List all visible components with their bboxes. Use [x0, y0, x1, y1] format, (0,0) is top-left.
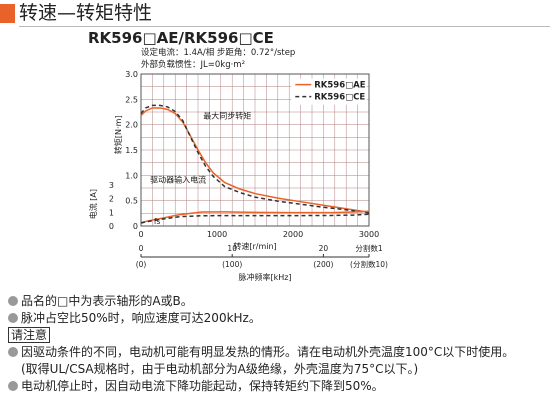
bullet-icon	[8, 381, 18, 391]
page-title: 转速—转矩特性	[19, 2, 153, 24]
bullet-icon	[8, 313, 18, 323]
x-tick-label: 3000	[359, 230, 379, 239]
secondary-tick-label: (100)	[222, 260, 242, 269]
x-tick-label: 2000	[283, 230, 303, 239]
y-tick-label: 0.5	[125, 197, 138, 206]
current-axis-label: 电流 [A]	[88, 189, 98, 219]
secondary-tick-label: 10	[227, 244, 237, 253]
y-tick-label: 2.0	[125, 121, 138, 130]
plot-frame	[140, 73, 370, 227]
header-divider	[19, 26, 550, 27]
condition-line-2: 外部负载惯性：JL=0kg·m²	[141, 60, 245, 70]
note-item: 品名的□中为表示轴形的A或B。	[8, 293, 193, 309]
current-tick-label: 3	[109, 181, 114, 190]
annotation-label: 驱动器输入电流	[150, 174, 206, 184]
series-line	[140, 104, 370, 214]
x-tick-label: 1000	[207, 230, 227, 239]
current-tick-label: 0	[109, 222, 114, 231]
secondary-tick-label: 0	[139, 244, 144, 253]
secondary-tick-label: (分割数10)	[350, 259, 388, 269]
y-tick-label: 1.5	[125, 146, 138, 155]
note-text: 脉冲占空比50%时，响应速度可达200kHz。	[21, 311, 261, 325]
y-axis-label: 转矩[N·m]	[113, 116, 123, 155]
series-line	[140, 210, 370, 224]
secondary-tick-label: (200)	[313, 260, 333, 269]
note-item: 脉冲占空比50%时，响应速度可达200kHz。	[8, 310, 261, 326]
y-tick-label: 0	[133, 222, 138, 231]
note-item: 因驱动条件的不同，电动机可能有明显发热的情形。请在电动机外壳温度100°C以下时…	[8, 344, 514, 360]
bullet-icon	[8, 347, 18, 357]
fs-label: fs	[154, 217, 161, 226]
note-item: (取得UL/CSA规格时，由于电动机部分为A级绝缘，外壳温度为75°C以下。)	[8, 361, 418, 377]
condition-line-1: 设定电流：1.4A/相 步距角：0.72°/step	[141, 48, 296, 58]
note-item: 电动机停止时，因自动电流下降功能起动，保持转矩约下降到50%。	[8, 378, 384, 394]
note-text: (取得UL/CSA规格时，由于电动机部分为A级绝缘，外壳温度为75°C以下。)	[21, 362, 419, 376]
caution-row: 请注意	[8, 327, 51, 343]
note-text: 电动机停止时，因自动电流下降功能起动，保持转矩约下降到50%。	[21, 379, 384, 393]
series-line	[140, 213, 370, 224]
x-axis-label: 转速[r/min]	[233, 241, 276, 251]
y-tick-label: 2.5	[125, 95, 138, 104]
legend-label: RK596□CE	[314, 93, 365, 103]
y-tick-label: 3.0	[125, 70, 138, 79]
series-line	[140, 107, 370, 214]
secondary-axis-label: 脉冲频率[kHz]	[238, 272, 291, 282]
annotation-label: 最大同步转矩	[203, 111, 251, 121]
bullet-icon	[8, 296, 18, 306]
legend-label: RK596□AE	[314, 81, 365, 91]
note-text: 因驱动条件的不同，电动机可能有明显发热的情形。请在电动机外壳温度100°C以下时…	[21, 345, 515, 359]
current-tick-label: 1	[109, 208, 114, 217]
section-header: 转速—转矩特性	[0, 0, 550, 27]
x-tick-label: 0	[138, 230, 143, 239]
secondary-tick-label: (0)	[136, 260, 147, 269]
current-tick-label: 2	[109, 195, 114, 204]
note-text: 品名的□中为表示轴形的A或B。	[21, 294, 193, 308]
secondary-tick-label: 20	[319, 244, 329, 253]
header-accent-block	[0, 4, 15, 23]
model-title: RK596□AE/RK596□CE	[88, 29, 274, 47]
secondary-tick-label: 分割数1	[355, 243, 382, 253]
legend-box	[291, 78, 367, 105]
y-tick-label: 1.0	[125, 171, 138, 180]
caution-label: 请注意	[8, 327, 51, 343]
